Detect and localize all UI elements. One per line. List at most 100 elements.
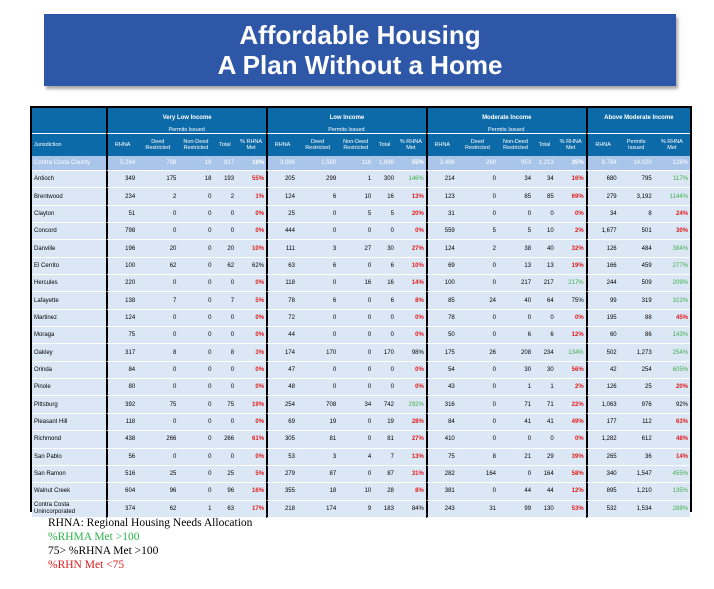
pct-cell: 2%	[555, 379, 586, 397]
value-cell: 87	[296, 465, 339, 484]
col-total: Total	[213, 134, 237, 156]
value-cell: 3,496	[425, 156, 457, 171]
col-rhna: RHNA	[585, 134, 619, 156]
pct-cell: 0%	[395, 309, 426, 328]
value-cell: 0	[338, 379, 374, 397]
value-cell: 279	[266, 465, 297, 484]
pct-cell: 55%	[395, 156, 426, 171]
value-cell: 1	[533, 379, 556, 397]
value-cell: 193	[213, 171, 237, 189]
value-cell: 0	[178, 275, 214, 293]
value-cell: 0	[178, 431, 214, 449]
value-cell: 62	[137, 257, 179, 276]
value-cell: 19	[373, 413, 396, 432]
jurisdiction-cell: Moraga	[32, 327, 107, 345]
value-cell: 44	[533, 483, 556, 501]
pct-cell: 3%	[236, 344, 267, 362]
value-cell: 53	[266, 448, 297, 466]
value-cell: 42	[585, 361, 619, 380]
value-cell: 1,063	[585, 396, 619, 414]
value-cell: 124	[106, 309, 138, 328]
value-cell: 5	[338, 205, 374, 224]
jurisdiction-cell: Lafayette	[32, 292, 107, 310]
col-total: Total	[373, 134, 396, 156]
value-cell: 175	[425, 344, 457, 362]
pct-cell: 16%	[236, 483, 267, 501]
value-cell: 124	[266, 188, 297, 206]
value-cell: 8	[137, 344, 179, 362]
value-cell: 64	[533, 292, 556, 310]
table-row: Pittsburg 392 75 0 75 19% 254 708 34 742 292% 316 0 7…	[32, 396, 690, 414]
value-cell: 0	[456, 431, 498, 449]
jurisdiction-cell: Brentwood	[32, 188, 107, 206]
table-row: Contra Costa County 5,264 798 19 817 16% 3,086…	[32, 156, 690, 171]
value-cell: 0	[213, 413, 237, 432]
value-cell: 1,547	[618, 465, 654, 484]
value-cell: 0	[296, 275, 339, 293]
value-cell: 63	[213, 500, 237, 518]
value-cell: 10	[533, 223, 556, 241]
value-cell: 208	[498, 344, 534, 362]
legend-red: %RHN Met <75	[48, 559, 125, 571]
value-cell: 174	[296, 500, 339, 518]
value-cell: 0	[456, 257, 498, 276]
value-cell: 138	[106, 292, 138, 310]
value-cell: 18	[296, 483, 339, 501]
value-cell: 0	[373, 327, 396, 345]
value-cell: 30	[498, 361, 534, 380]
value-cell: 5	[373, 205, 396, 224]
pct-cell: 20%	[395, 205, 426, 224]
value-cell: 742	[373, 396, 396, 414]
value-cell: 24	[456, 292, 498, 310]
jurisdiction-cell: Pinole	[32, 379, 107, 397]
pct-cell: 17%	[236, 500, 267, 518]
value-cell: 895	[585, 483, 619, 501]
jurisdiction-cell: Pleasant Hill	[32, 413, 107, 432]
value-cell: 20	[213, 240, 237, 258]
value-cell: 34	[585, 205, 619, 224]
pct-cell: 84%	[395, 500, 426, 518]
value-cell: 410	[425, 431, 457, 449]
col-jurisdiction: Jurisdiction	[32, 134, 107, 156]
value-cell: 4	[338, 448, 374, 466]
table-row: Danville 196 20 0 20 10% 111 3 27 30 27% 124 2 38 40 32…	[32, 240, 690, 258]
pct-cell: 135%	[653, 483, 690, 501]
value-cell: 0	[137, 413, 179, 432]
value-cell: 34	[533, 171, 556, 189]
value-cell: 217	[533, 275, 556, 293]
value-cell: 177	[585, 413, 619, 432]
value-cell: 126	[585, 240, 619, 258]
col-nondeed: Non-Deed Restricted	[338, 134, 374, 156]
col-deed: Deed Restricted	[137, 134, 179, 156]
value-cell: 0	[338, 327, 374, 345]
value-cell: 3	[296, 448, 339, 466]
value-cell: 243	[425, 500, 457, 518]
pct-cell: 254%	[653, 344, 690, 362]
value-cell: 0	[338, 465, 374, 484]
value-cell: 0	[338, 344, 374, 362]
pct-cell: 8%	[395, 292, 426, 310]
col-rhna: RHNA	[106, 134, 138, 156]
legend-green: %RHMA Met >100	[48, 531, 140, 543]
value-cell: 71	[533, 396, 556, 414]
value-cell: 680	[585, 171, 619, 189]
pct-cell: 48%	[653, 431, 690, 449]
value-cell: 116	[338, 156, 374, 171]
value-cell: 0	[373, 361, 396, 380]
value-cell: 0	[456, 205, 498, 224]
value-cell: 43	[425, 379, 457, 397]
value-cell: 1	[338, 171, 374, 189]
value-cell: 130	[533, 500, 556, 518]
pct-cell: 117%	[653, 171, 690, 189]
value-cell: 25	[137, 465, 179, 484]
col-nondeed: Non-Deed Restricted	[498, 134, 534, 156]
pct-cell: 20%	[653, 379, 690, 397]
pct-cell: 0%	[555, 205, 586, 224]
value-cell: 0	[338, 361, 374, 380]
value-cell: 47	[266, 361, 297, 380]
value-cell: 20	[137, 240, 179, 258]
value-cell: 0	[338, 309, 374, 328]
value-cell: 0	[178, 379, 214, 397]
value-cell: 6	[296, 292, 339, 310]
value-cell: 444	[266, 223, 297, 241]
